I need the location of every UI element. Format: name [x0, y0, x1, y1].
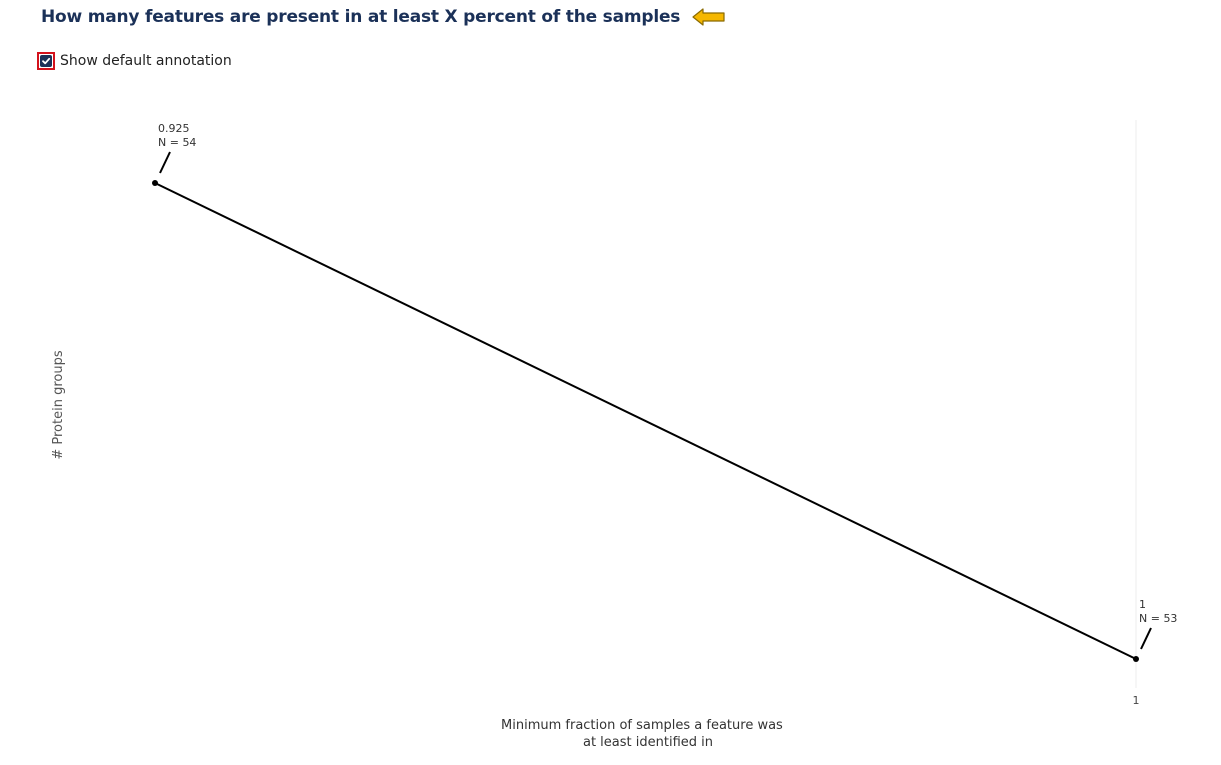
annotation-checkbox-label: Show default annotation — [60, 53, 232, 69]
series-layer — [152, 180, 1139, 662]
x-axis-label-line-2: at least identified in — [583, 735, 713, 750]
x-axis-label-line-1: Minimum fraction of samples a feature wa… — [501, 718, 783, 733]
annotation-label-line: 0.925 — [158, 122, 190, 135]
annotation-layer: 0.925 N = 54 1 N = 53 — [158, 122, 1177, 650]
x-axis-ticks: 1 — [1133, 694, 1140, 707]
annotation-checkbox[interactable] — [37, 52, 55, 70]
series-line — [154, 182, 1137, 660]
show-default-annotation-toggle[interactable]: Show default annotation — [37, 50, 232, 72]
y-axis-label: # Protein groups — [51, 350, 66, 459]
page-title: How many features are present in at leas… — [41, 7, 681, 27]
data-point — [1133, 656, 1139, 662]
annotation-label-line: N = 53 — [1139, 612, 1177, 625]
arrow-left-icon[interactable] — [692, 7, 726, 27]
annotation-label-line: 1 — [1139, 598, 1146, 611]
annotation-pointer — [159, 151, 171, 174]
x-axis-label: Minimum fraction of samples a feature wa… — [501, 718, 787, 750]
title-row: How many features are present in at leas… — [41, 4, 726, 30]
annotation-label-line: N = 54 — [158, 136, 196, 149]
checkmark-icon — [40, 55, 52, 67]
data-point — [152, 180, 158, 186]
x-tick-label: 1 — [1133, 694, 1140, 707]
annotation-label: 0.925 N = 54 — [158, 122, 196, 149]
annotation-pointer — [1140, 627, 1152, 650]
